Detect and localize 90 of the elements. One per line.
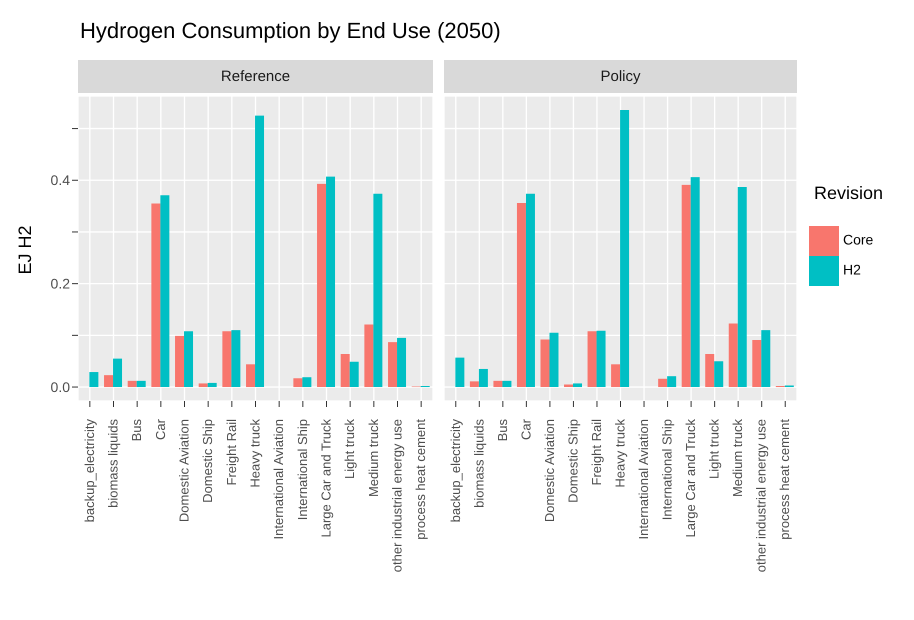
bar bbox=[255, 116, 264, 388]
bar bbox=[738, 186, 747, 388]
x-tick-label: Light truck bbox=[706, 418, 722, 479]
bar bbox=[588, 331, 597, 388]
bar bbox=[455, 358, 464, 388]
x-tick-label: process heat cement bbox=[777, 418, 792, 540]
bar bbox=[502, 380, 512, 388]
x-tick-label: Heavy truck bbox=[248, 418, 262, 488]
bar bbox=[667, 376, 676, 388]
bar bbox=[208, 382, 217, 388]
x-tick-label: International Ship bbox=[294, 419, 310, 520]
x-tick-label: Light truck bbox=[342, 418, 358, 479]
bar bbox=[293, 378, 302, 388]
bar bbox=[160, 195, 170, 388]
bar bbox=[690, 177, 700, 388]
bar bbox=[231, 330, 240, 388]
bar bbox=[246, 364, 256, 388]
bar bbox=[564, 384, 574, 388]
bar bbox=[222, 331, 232, 388]
x-tick-label: backup_electricity bbox=[82, 418, 97, 522]
x-tick-label: International Aviation bbox=[271, 419, 286, 540]
bar bbox=[136, 380, 146, 388]
bar bbox=[573, 383, 582, 388]
bar bbox=[516, 203, 526, 388]
bar bbox=[611, 364, 620, 388]
bar bbox=[128, 380, 137, 388]
bar bbox=[364, 324, 374, 388]
bar bbox=[113, 358, 122, 388]
x-tick-label: International Aviation bbox=[636, 419, 652, 540]
x-tick-label: Freight Rail bbox=[224, 418, 239, 486]
y-tick-label: 0.0 bbox=[50, 379, 70, 396]
bar bbox=[184, 331, 194, 388]
bar bbox=[175, 336, 184, 388]
bar bbox=[89, 372, 98, 388]
legend-label: Core bbox=[843, 232, 874, 248]
bar bbox=[397, 338, 406, 388]
bar bbox=[493, 380, 502, 388]
bar bbox=[470, 381, 479, 388]
chart-subtitle: Policy bbox=[444, 60, 797, 93]
bar bbox=[317, 184, 326, 388]
bar bbox=[705, 354, 714, 388]
x-tick-label: Large Car and Truck bbox=[683, 418, 698, 538]
bar bbox=[728, 323, 738, 388]
bar bbox=[340, 354, 350, 388]
legend-title: Revision bbox=[814, 183, 884, 204]
bar bbox=[373, 194, 382, 388]
legend-label: H2 bbox=[843, 262, 861, 278]
x-tick-label: Heavy truck bbox=[612, 418, 628, 488]
x-tick-label: Medium truck bbox=[730, 418, 746, 498]
x-tick-label: International Ship bbox=[660, 419, 675, 520]
bar bbox=[549, 332, 558, 388]
x-tick-label: other industrial energy use bbox=[390, 419, 404, 572]
x-tick-label: Bus bbox=[494, 418, 510, 442]
bar bbox=[388, 342, 398, 388]
bar bbox=[350, 362, 359, 388]
x-tick-label: Domestic Aviation bbox=[542, 419, 557, 522]
bar bbox=[752, 340, 762, 388]
bar bbox=[596, 330, 606, 388]
x-tick-label: Car bbox=[518, 418, 534, 440]
bar bbox=[326, 176, 336, 388]
bar bbox=[761, 330, 770, 388]
bar bbox=[682, 184, 691, 388]
bar bbox=[526, 194, 535, 388]
x-tick-label: Domestic Ship bbox=[565, 419, 580, 503]
y-axis-title: EJ H2 bbox=[14, 225, 36, 275]
x-tick-label: Medium truck bbox=[366, 418, 381, 498]
bar bbox=[658, 378, 668, 388]
y-tick-label: 0.2 bbox=[50, 276, 70, 292]
x-tick-label: Bus bbox=[129, 418, 144, 442]
bar bbox=[302, 377, 312, 388]
x-tick-label: process heat cement bbox=[413, 418, 428, 540]
bar bbox=[478, 368, 488, 388]
bar bbox=[104, 375, 114, 388]
bar bbox=[540, 339, 550, 388]
y-tick-label: 0.4 bbox=[50, 172, 70, 188]
x-tick-label: other industrial energy use bbox=[754, 419, 769, 572]
bar bbox=[151, 204, 160, 388]
x-tick-label: backup_electricity bbox=[448, 418, 463, 522]
chart-title: Hydrogen Consumption by End Use (2050) bbox=[80, 18, 501, 44]
bar bbox=[198, 383, 208, 388]
x-tick-label: Domestic Aviation bbox=[176, 419, 192, 522]
x-tick-label: Freight Rail bbox=[588, 418, 604, 486]
x-tick-label: biomass liquids bbox=[106, 418, 120, 508]
bar bbox=[714, 361, 724, 388]
x-tick-label: Domestic Ship bbox=[200, 419, 216, 503]
chart-subtitle: Reference bbox=[78, 60, 433, 93]
x-tick-label: Large Car and Truck bbox=[318, 418, 334, 538]
x-tick-label: Car bbox=[152, 418, 168, 440]
x-tick-label: biomass liquids bbox=[471, 418, 486, 508]
bar bbox=[620, 110, 630, 388]
